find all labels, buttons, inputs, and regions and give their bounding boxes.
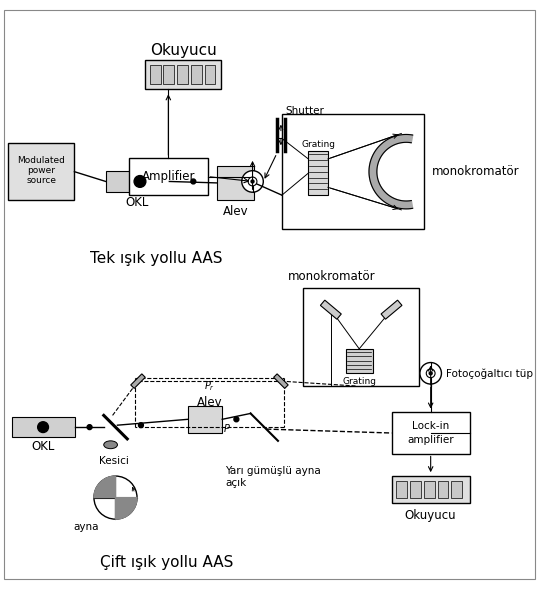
Bar [346, 349, 373, 373]
Bar [424, 481, 434, 497]
Polygon shape [115, 497, 137, 519]
Circle shape [87, 425, 92, 430]
Text: OKL: OKL [126, 195, 149, 208]
Bar [163, 65, 174, 84]
Polygon shape [274, 374, 288, 388]
Circle shape [251, 180, 254, 183]
Bar [438, 481, 448, 497]
Polygon shape [320, 300, 341, 319]
Text: Tek ışık yollu AAS: Tek ışık yollu AAS [91, 251, 223, 266]
Bar [177, 65, 188, 84]
Circle shape [139, 422, 144, 428]
Bar [106, 171, 169, 192]
Text: Shutter: Shutter [286, 106, 325, 116]
Bar [451, 481, 462, 497]
Bar [304, 288, 419, 386]
Circle shape [94, 476, 137, 519]
Text: monokromatör: monokromatör [288, 270, 375, 283]
Text: Okuyucu: Okuyucu [150, 43, 216, 58]
Polygon shape [381, 300, 402, 319]
Circle shape [426, 369, 435, 378]
Circle shape [191, 179, 196, 184]
Text: $P_r$: $P_r$ [204, 379, 215, 393]
Text: Lock-in: Lock-in [412, 421, 449, 431]
Circle shape [248, 177, 257, 186]
Bar [191, 65, 201, 84]
Text: Kesici: Kesici [99, 457, 129, 467]
Text: açık: açık [225, 478, 246, 488]
Circle shape [429, 372, 432, 375]
Text: Amplifier: Amplifier [142, 170, 195, 183]
Bar [396, 481, 407, 497]
Text: Alev: Alev [223, 205, 249, 218]
Bar [410, 481, 421, 497]
Bar [150, 65, 161, 84]
Text: Okuyucu: Okuyucu [405, 509, 457, 522]
Text: monokromatör: monokromatör [432, 165, 519, 178]
Bar [8, 143, 75, 200]
Bar [188, 405, 222, 433]
Bar [391, 476, 470, 503]
Text: Fotoçoğaltıcı tüp: Fotoçoğaltıcı tüp [447, 368, 533, 379]
Polygon shape [369, 135, 413, 209]
Text: OKL: OKL [32, 440, 55, 453]
Text: $P$: $P$ [223, 422, 231, 434]
Text: amplifier: amplifier [407, 435, 454, 445]
Polygon shape [131, 374, 145, 388]
Bar [145, 60, 221, 90]
Circle shape [134, 176, 146, 188]
Text: Grating: Grating [301, 140, 335, 149]
Bar [309, 151, 328, 195]
Text: ayna: ayna [73, 522, 99, 532]
Text: Yarı gümüşlü ayna: Yarı gümüşlü ayna [225, 466, 321, 476]
Text: source: source [26, 176, 56, 185]
Bar [12, 417, 76, 437]
Circle shape [234, 417, 239, 422]
Bar [391, 412, 470, 454]
Text: Grating: Grating [342, 376, 376, 386]
Text: Modulated: Modulated [17, 156, 65, 165]
Text: Çift ışık yollu AAS: Çift ışık yollu AAS [100, 555, 233, 570]
Bar [129, 158, 208, 195]
Circle shape [38, 422, 49, 432]
Bar [282, 114, 424, 230]
Bar [205, 65, 215, 84]
Circle shape [242, 171, 263, 192]
Text: Alev: Alev [197, 396, 222, 409]
Polygon shape [94, 476, 115, 497]
Ellipse shape [104, 441, 118, 448]
Bar [217, 166, 254, 200]
Circle shape [420, 362, 442, 384]
Text: power: power [27, 166, 55, 175]
